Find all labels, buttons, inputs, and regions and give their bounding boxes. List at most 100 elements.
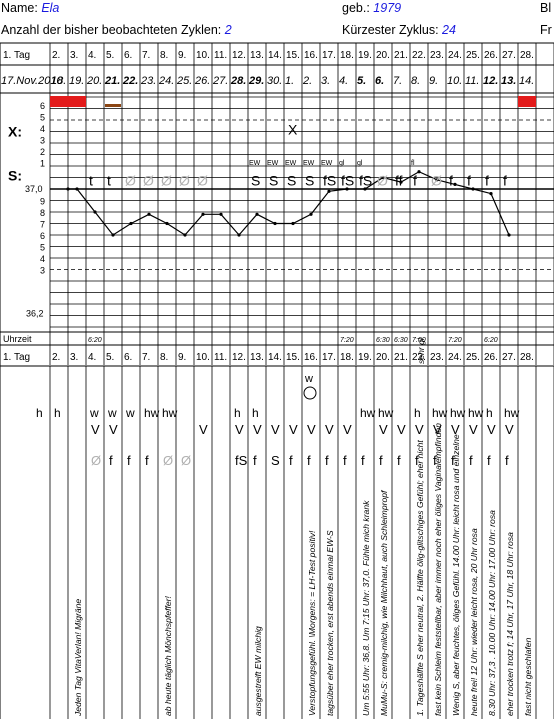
- lower-day-number: 6.: [124, 352, 132, 363]
- temperature-point: [471, 187, 475, 191]
- date-cell: 25.: [176, 75, 192, 87]
- obs-f: f: [145, 453, 149, 468]
- day-number: 12.: [232, 50, 246, 61]
- date-cell: 6.: [375, 75, 384, 87]
- date-cell: 2.: [302, 75, 312, 87]
- obs-v: V: [415, 422, 424, 437]
- day-number: 27.: [502, 50, 516, 61]
- side-note: sehr gl: [416, 338, 426, 364]
- temperature-point: [219, 212, 223, 216]
- s-symbol: t: [89, 173, 93, 189]
- lower-day-row-label: 1. Tag: [3, 352, 30, 363]
- obs-f: f: [307, 453, 311, 468]
- obs-h: hw: [162, 406, 178, 420]
- obs-f: f: [487, 453, 491, 468]
- obs-f: f: [397, 453, 401, 468]
- obs-f: f: [289, 453, 293, 468]
- date-cell: 12.: [483, 75, 498, 87]
- obs-v: V: [505, 422, 514, 437]
- temperature-point: [129, 221, 133, 226]
- s-symbol: f: [503, 173, 507, 189]
- day-number: 17.: [322, 50, 336, 61]
- born-line: geb.: 1979: [342, 1, 401, 15]
- time-value: 7:20: [340, 337, 354, 344]
- lower-day-number: 27.: [502, 352, 516, 363]
- obs-f: f: [505, 453, 509, 468]
- temperature-point: [399, 180, 403, 184]
- lower-day-number: 7.: [142, 352, 150, 363]
- time-value: 7:20: [448, 337, 462, 344]
- upper-tick: 1: [40, 159, 45, 169]
- name-line: Name: Ela: [1, 1, 59, 15]
- cycles-label: Anzahl der bisher beobachteten Zyklen:: [1, 23, 222, 37]
- temperature-point: [111, 233, 115, 237]
- day-number: 5.: [106, 50, 114, 61]
- s-symbol: Ø: [143, 173, 154, 189]
- day-note: Jeden Tag VitaVerlan! Migräne: [73, 598, 83, 716]
- day-number: 15.: [286, 50, 300, 61]
- temperature-point: [345, 187, 349, 191]
- obs-h: hw: [468, 406, 484, 420]
- day-number: 4.: [88, 50, 96, 61]
- date-cell: 18.: [51, 75, 66, 87]
- temperature-point: [255, 212, 259, 216]
- obs-f: f: [469, 453, 473, 468]
- s-symbol: Ø: [431, 173, 442, 189]
- temperature-point: [93, 210, 97, 214]
- spotting-bar: [105, 104, 121, 107]
- born-value: 1979: [373, 1, 402, 15]
- temperature-point: [75, 187, 79, 191]
- lower-day-number: 20.: [376, 352, 390, 363]
- obs-f: S: [271, 453, 280, 468]
- temperature-point: [273, 221, 277, 226]
- day-note: eher trocken trotz f; 14 Uhr, 17 Uhr, 18…: [505, 532, 515, 716]
- lower-tick: 8: [40, 208, 45, 218]
- day-note: 1. Tageshälfte S eher neutral, 2. Hälfte…: [415, 440, 425, 716]
- obs-h: hw: [432, 406, 448, 420]
- obs-f: f: [127, 453, 131, 468]
- temperature-point: [201, 212, 205, 216]
- date-cell: 24.: [158, 75, 174, 87]
- temperature-point: [363, 187, 367, 191]
- lower-day-number: 22.: [412, 352, 426, 363]
- right-cut-1: Bl: [540, 1, 552, 15]
- date-cell: 23.: [140, 75, 156, 87]
- right-cut-2: Fr: [540, 23, 552, 37]
- circle-top-label: w: [304, 373, 313, 385]
- s-symbol: f: [467, 173, 471, 189]
- lower-day-number: 8.: [160, 352, 168, 363]
- uhrzeit-label: Uhrzeit: [3, 334, 32, 344]
- obs-h: h: [54, 406, 61, 420]
- lower-day-number: 17.: [322, 352, 336, 363]
- lower-day-number: 10.: [196, 352, 210, 363]
- date-cell: 14.: [519, 75, 534, 87]
- day-number: 8.: [160, 50, 168, 61]
- day-number: 11.: [214, 50, 227, 61]
- lower-tick: 7: [40, 220, 45, 230]
- temperature-point: [165, 221, 169, 226]
- s-symbol: ff: [395, 173, 403, 189]
- obs-v: V: [109, 422, 118, 437]
- date-cell: 13.: [501, 75, 516, 87]
- time-value: 6:30: [376, 337, 390, 344]
- lower-day-number: 11.: [214, 352, 227, 363]
- obs-f: f: [325, 453, 329, 468]
- temperature-point: [66, 187, 70, 191]
- date-cell: 8.: [411, 75, 420, 87]
- lower-day-number: 23.: [430, 352, 444, 363]
- obs-v: V: [253, 422, 262, 437]
- obs-f: f: [379, 453, 383, 468]
- temperature-point: [237, 233, 241, 237]
- day-note: MuMu-S: cremig-milchig, wie Milchhaut, a…: [379, 490, 389, 716]
- date-cell: 4.: [339, 75, 348, 87]
- s-symbol: Ø: [197, 173, 208, 189]
- obs-f: f: [415, 453, 419, 468]
- date-cell: 1.: [285, 75, 294, 87]
- obs-h: h: [234, 406, 241, 420]
- lower-day-number: 5.: [106, 352, 114, 363]
- obs-h: w: [125, 406, 135, 420]
- day-number: 9.: [178, 50, 186, 61]
- obs-f: Ø: [163, 453, 173, 468]
- lower-day-number: 15.: [286, 352, 300, 363]
- bleeding-bar: [50, 96, 86, 107]
